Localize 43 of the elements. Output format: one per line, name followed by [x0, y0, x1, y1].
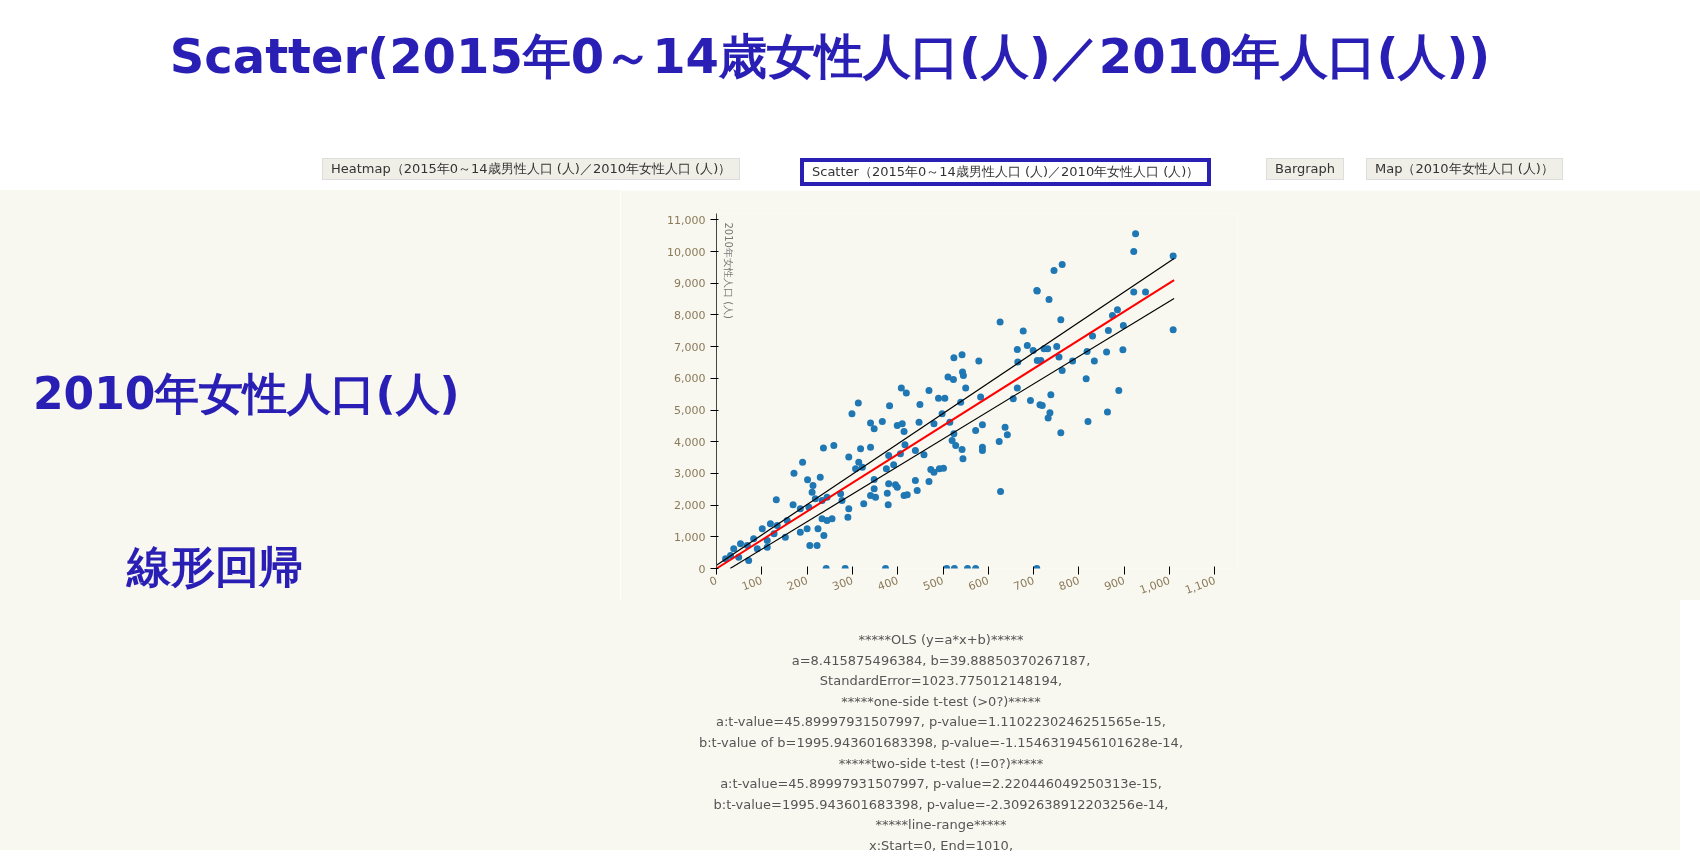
text: *****line-range*****: [874, 816, 1008, 835]
text: *****OLS (y=a*x+b)*****: [857, 631, 1025, 649]
y-tick-label: 7,000: [674, 340, 706, 354]
y-tick-label: 3,000: [674, 467, 706, 481]
y-tick-label: 5,000: [674, 404, 706, 418]
x-tick-label: 300: [830, 573, 855, 594]
text: 線形回帰: [127, 541, 303, 592]
text: Heatmap（2015年0～14歳男性人口 (人)／2010年女性人口 (人)）: [322, 158, 741, 181]
text: a:t-value=45.89997931507997, p-value=2.220446049250313e-15,: [719, 775, 1163, 794]
text: a=8.415875496384, b=39.88850370267187,: [790, 651, 1092, 670]
x-tick-label: 400: [875, 573, 901, 594]
text: *****two-side t-test (!=0?)*****: [837, 754, 1045, 773]
chart-title: Scatter(2015年0～14歳女性人口(人)／2010年人口(人)): [168, 27, 1492, 86]
x-tick-label: 700: [1011, 573, 1037, 594]
text: b:t-value=1995.943601683398, p-value=-2.3092638912203256e-14,: [712, 795, 1170, 814]
y-tick-label: 1,000: [674, 530, 706, 544]
y-tick-label: 9,000: [674, 277, 706, 291]
y-tick-label: 6,000: [674, 372, 706, 386]
x-tick-label: 500: [921, 573, 946, 594]
x-tick-label: 200: [785, 573, 810, 594]
y-tick-label: 8,000: [674, 308, 706, 322]
text: 2010年女性人口(人): [33, 368, 460, 419]
y-tick-label: 2,000: [674, 499, 706, 513]
text: Map（2010年女性人口 (人)）: [1366, 158, 1563, 181]
text: x:Start=0, End=1010,: [867, 837, 1015, 855]
y-tick-label: 11,000: [667, 213, 706, 227]
x-tick-label: 0: [707, 573, 719, 589]
text: b:t-value of b=1995.943601683398, p-value=-1.1546319456101628e-14,: [697, 734, 1184, 752]
text: StandardError=1023.775012148194,: [818, 672, 1064, 691]
y-tick-label: 4,000: [674, 435, 706, 449]
x-tick-label: 1,000: [1137, 573, 1172, 597]
text: Bargraph: [1266, 158, 1345, 181]
x-tick-label: 900: [1102, 573, 1127, 594]
x-tick-label: 800: [1057, 573, 1082, 594]
x-tick-label: 1,100: [1183, 573, 1218, 597]
text: a:t-value=45.89997931507997, p-value=1.1102230246251565e-15,: [715, 713, 1167, 732]
y-axis-title: 2010年女性人口 (人): [723, 222, 734, 320]
x-tick-label: 100: [740, 573, 765, 594]
text: *****one-side t-test (>0?)*****: [840, 692, 1042, 711]
text: Scatter（2015年0～14歳男性人口 (人)／2010年女性人口 (人)）: [800, 158, 1212, 187]
y-tick-label: 0: [698, 562, 706, 576]
y-tick-label: 10,000: [667, 245, 706, 259]
x-tick-label: 600: [966, 573, 991, 594]
